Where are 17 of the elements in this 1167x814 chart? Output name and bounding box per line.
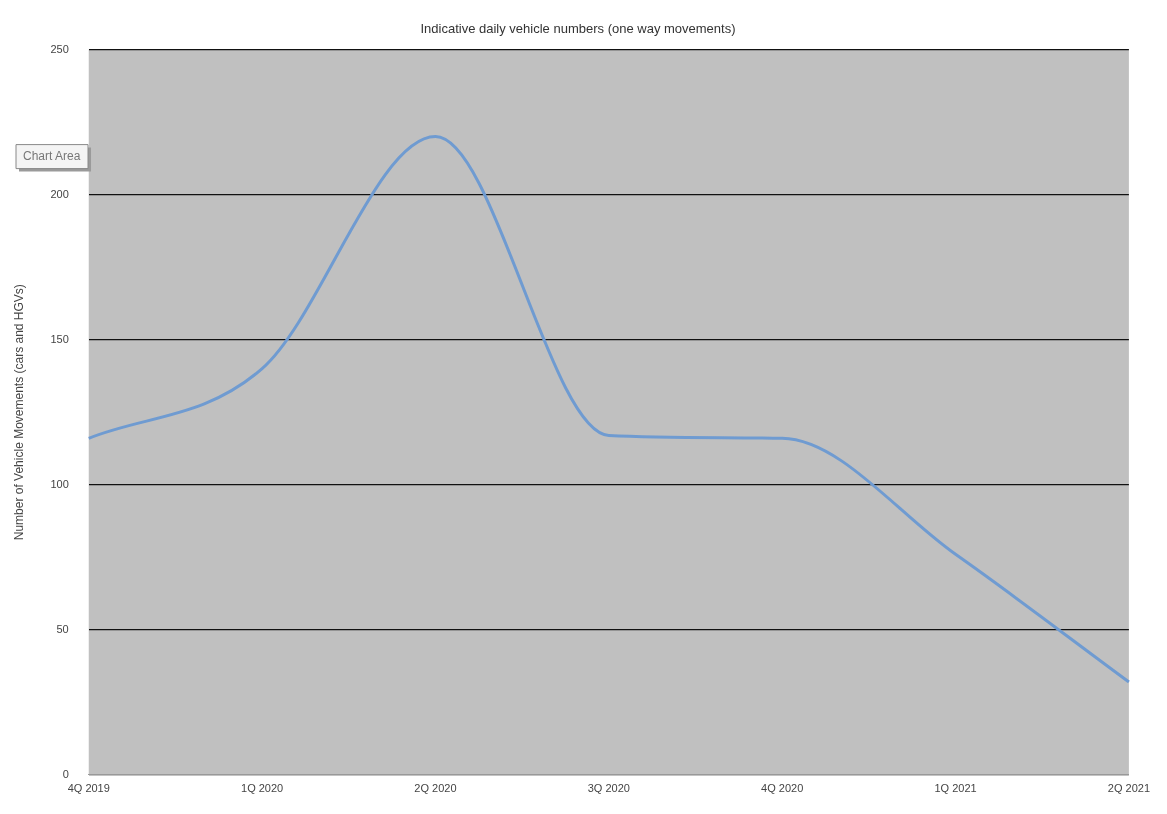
x-tick-label: 1Q 2020 bbox=[241, 782, 284, 795]
x-tick-label: 3Q 2020 bbox=[587, 782, 630, 795]
y-tick-label: 50 bbox=[56, 622, 69, 635]
y-axis-title: Number of Vehicle Movements (cars and HGVs) bbox=[11, 284, 26, 541]
x-tick-label: 2Q 2020 bbox=[414, 782, 457, 795]
line-series bbox=[87, 135, 1131, 684]
y-tick-label: 250 bbox=[50, 42, 69, 55]
x-tick-label: 2Q 2021 bbox=[1107, 782, 1150, 795]
y-tick-label: 100 bbox=[50, 477, 69, 490]
x-tick-label: 4Q 2019 bbox=[67, 782, 110, 795]
y-tick-label: 150 bbox=[50, 332, 69, 345]
y-tick-label: 0 bbox=[62, 767, 69, 780]
x-tick-label: 4Q 2020 bbox=[761, 782, 804, 795]
text: Chart Area bbox=[23, 148, 81, 163]
x-tick-label: 1Q 2021 bbox=[934, 782, 977, 795]
y-tick-label: 200 bbox=[50, 187, 69, 200]
chart-title: Indicative daily vehicle numbers (one way movements) bbox=[420, 21, 736, 37]
